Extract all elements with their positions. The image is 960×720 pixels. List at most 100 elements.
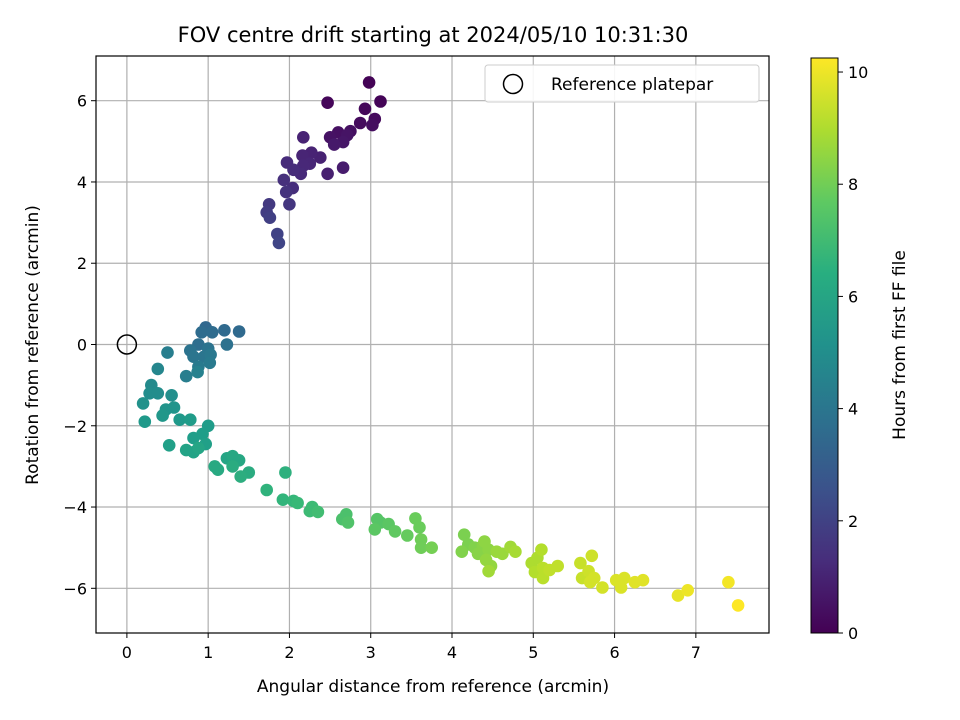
data-point xyxy=(722,575,735,589)
data-point xyxy=(368,523,382,536)
data-point xyxy=(263,211,277,224)
data-point xyxy=(226,460,239,473)
data-point xyxy=(585,549,599,563)
data-point xyxy=(165,389,178,402)
data-point xyxy=(596,581,609,594)
data-point xyxy=(205,326,219,339)
data-point xyxy=(277,173,291,187)
y-tick-label: 6 xyxy=(77,92,87,111)
data-point xyxy=(151,362,165,376)
data-point xyxy=(311,505,325,519)
data-point xyxy=(167,401,181,414)
data-point xyxy=(327,138,341,151)
data-point xyxy=(179,369,193,383)
data-point xyxy=(321,167,334,181)
data-point xyxy=(336,161,350,174)
data-point xyxy=(232,325,246,338)
data-point xyxy=(401,529,414,542)
data-point xyxy=(162,439,176,452)
colorbar-title: Hours from first FF file xyxy=(890,250,910,440)
data-point xyxy=(374,95,387,108)
legend-box xyxy=(484,64,760,103)
data-point xyxy=(195,326,208,339)
colorbar-tick-label: 2 xyxy=(848,512,858,531)
x-tick-label: 3 xyxy=(366,643,376,662)
x-tick-label: 6 xyxy=(609,643,619,662)
colorbar-ticks: 0 2 4 6 8 10 xyxy=(838,63,868,643)
data-point xyxy=(482,564,495,578)
data-point xyxy=(291,496,304,510)
data-point xyxy=(388,525,402,538)
colorbar-tick-label: 0 xyxy=(848,624,858,643)
y-axis-ticks: −6 −4 −2 0 2 4 6 xyxy=(63,92,96,598)
x-tick-label: 5 xyxy=(528,643,538,662)
data-point xyxy=(187,350,200,364)
data-point xyxy=(551,559,564,573)
data-point xyxy=(136,397,150,410)
y-tick-label: −6 xyxy=(63,579,87,598)
data-point xyxy=(156,409,169,422)
legend: Reference platepar xyxy=(484,64,760,103)
data-point xyxy=(283,198,296,211)
y-tick-label: −4 xyxy=(63,498,87,517)
data-point xyxy=(509,545,522,558)
x-tick-label: 1 xyxy=(203,643,213,662)
y-tick-label: 2 xyxy=(77,254,87,273)
data-point xyxy=(353,116,367,130)
colorbar: 0 2 4 6 8 10 Hours from first FF file xyxy=(810,57,910,643)
colorbar-tick-label: 4 xyxy=(848,400,858,419)
data-point xyxy=(192,441,205,455)
data-point xyxy=(425,541,439,554)
legend-label: Reference platepar xyxy=(551,75,713,95)
data-point xyxy=(203,356,217,370)
colorbar-tick-label: 8 xyxy=(848,175,858,194)
data-point xyxy=(161,346,174,359)
data-point xyxy=(211,463,225,477)
colorbar-tick-label: 6 xyxy=(848,287,858,306)
data-point xyxy=(234,470,247,483)
data-point xyxy=(321,96,334,109)
legend-marker xyxy=(502,73,524,95)
x-tick-label: 4 xyxy=(447,643,457,662)
data-point xyxy=(297,131,310,144)
data-point xyxy=(279,466,292,479)
data-point xyxy=(184,413,197,427)
data-point xyxy=(218,324,231,337)
data-point xyxy=(414,541,428,554)
data-point xyxy=(173,413,186,427)
data-point xyxy=(151,387,165,400)
data-point xyxy=(457,528,471,541)
data-point xyxy=(138,415,152,429)
data-point xyxy=(358,102,372,116)
data-point xyxy=(574,556,587,570)
data-point xyxy=(279,185,293,199)
x-tick-label: 2 xyxy=(284,643,294,662)
data-point xyxy=(296,149,309,162)
y-axis-title: Rotation from reference (arcmin) xyxy=(23,205,43,485)
data-point xyxy=(636,573,650,587)
data-point xyxy=(366,118,379,132)
x-tick-label: 0 xyxy=(122,643,132,662)
data-point xyxy=(671,589,685,602)
data-point xyxy=(187,431,200,445)
data-point xyxy=(413,521,426,534)
data-point xyxy=(272,236,286,250)
data-point xyxy=(455,545,469,558)
colorbar-gradient xyxy=(810,57,839,634)
data-point xyxy=(362,76,376,89)
data-point xyxy=(341,516,355,529)
data-point xyxy=(260,483,274,497)
data-point xyxy=(287,163,300,177)
data-point xyxy=(731,599,745,612)
reference-platepar-marker xyxy=(116,334,138,355)
data-point xyxy=(583,575,597,589)
colorbar-tick-label: 10 xyxy=(848,63,868,82)
data-point xyxy=(276,493,290,507)
data-point xyxy=(681,584,694,597)
data-point xyxy=(535,543,548,556)
x-axis-ticks: 0 1 2 3 4 5 6 7 xyxy=(122,633,701,662)
x-axis-title: Angular distance from reference (arcmin) xyxy=(257,677,609,697)
y-tick-label: −2 xyxy=(63,417,87,436)
data-point xyxy=(220,338,234,351)
